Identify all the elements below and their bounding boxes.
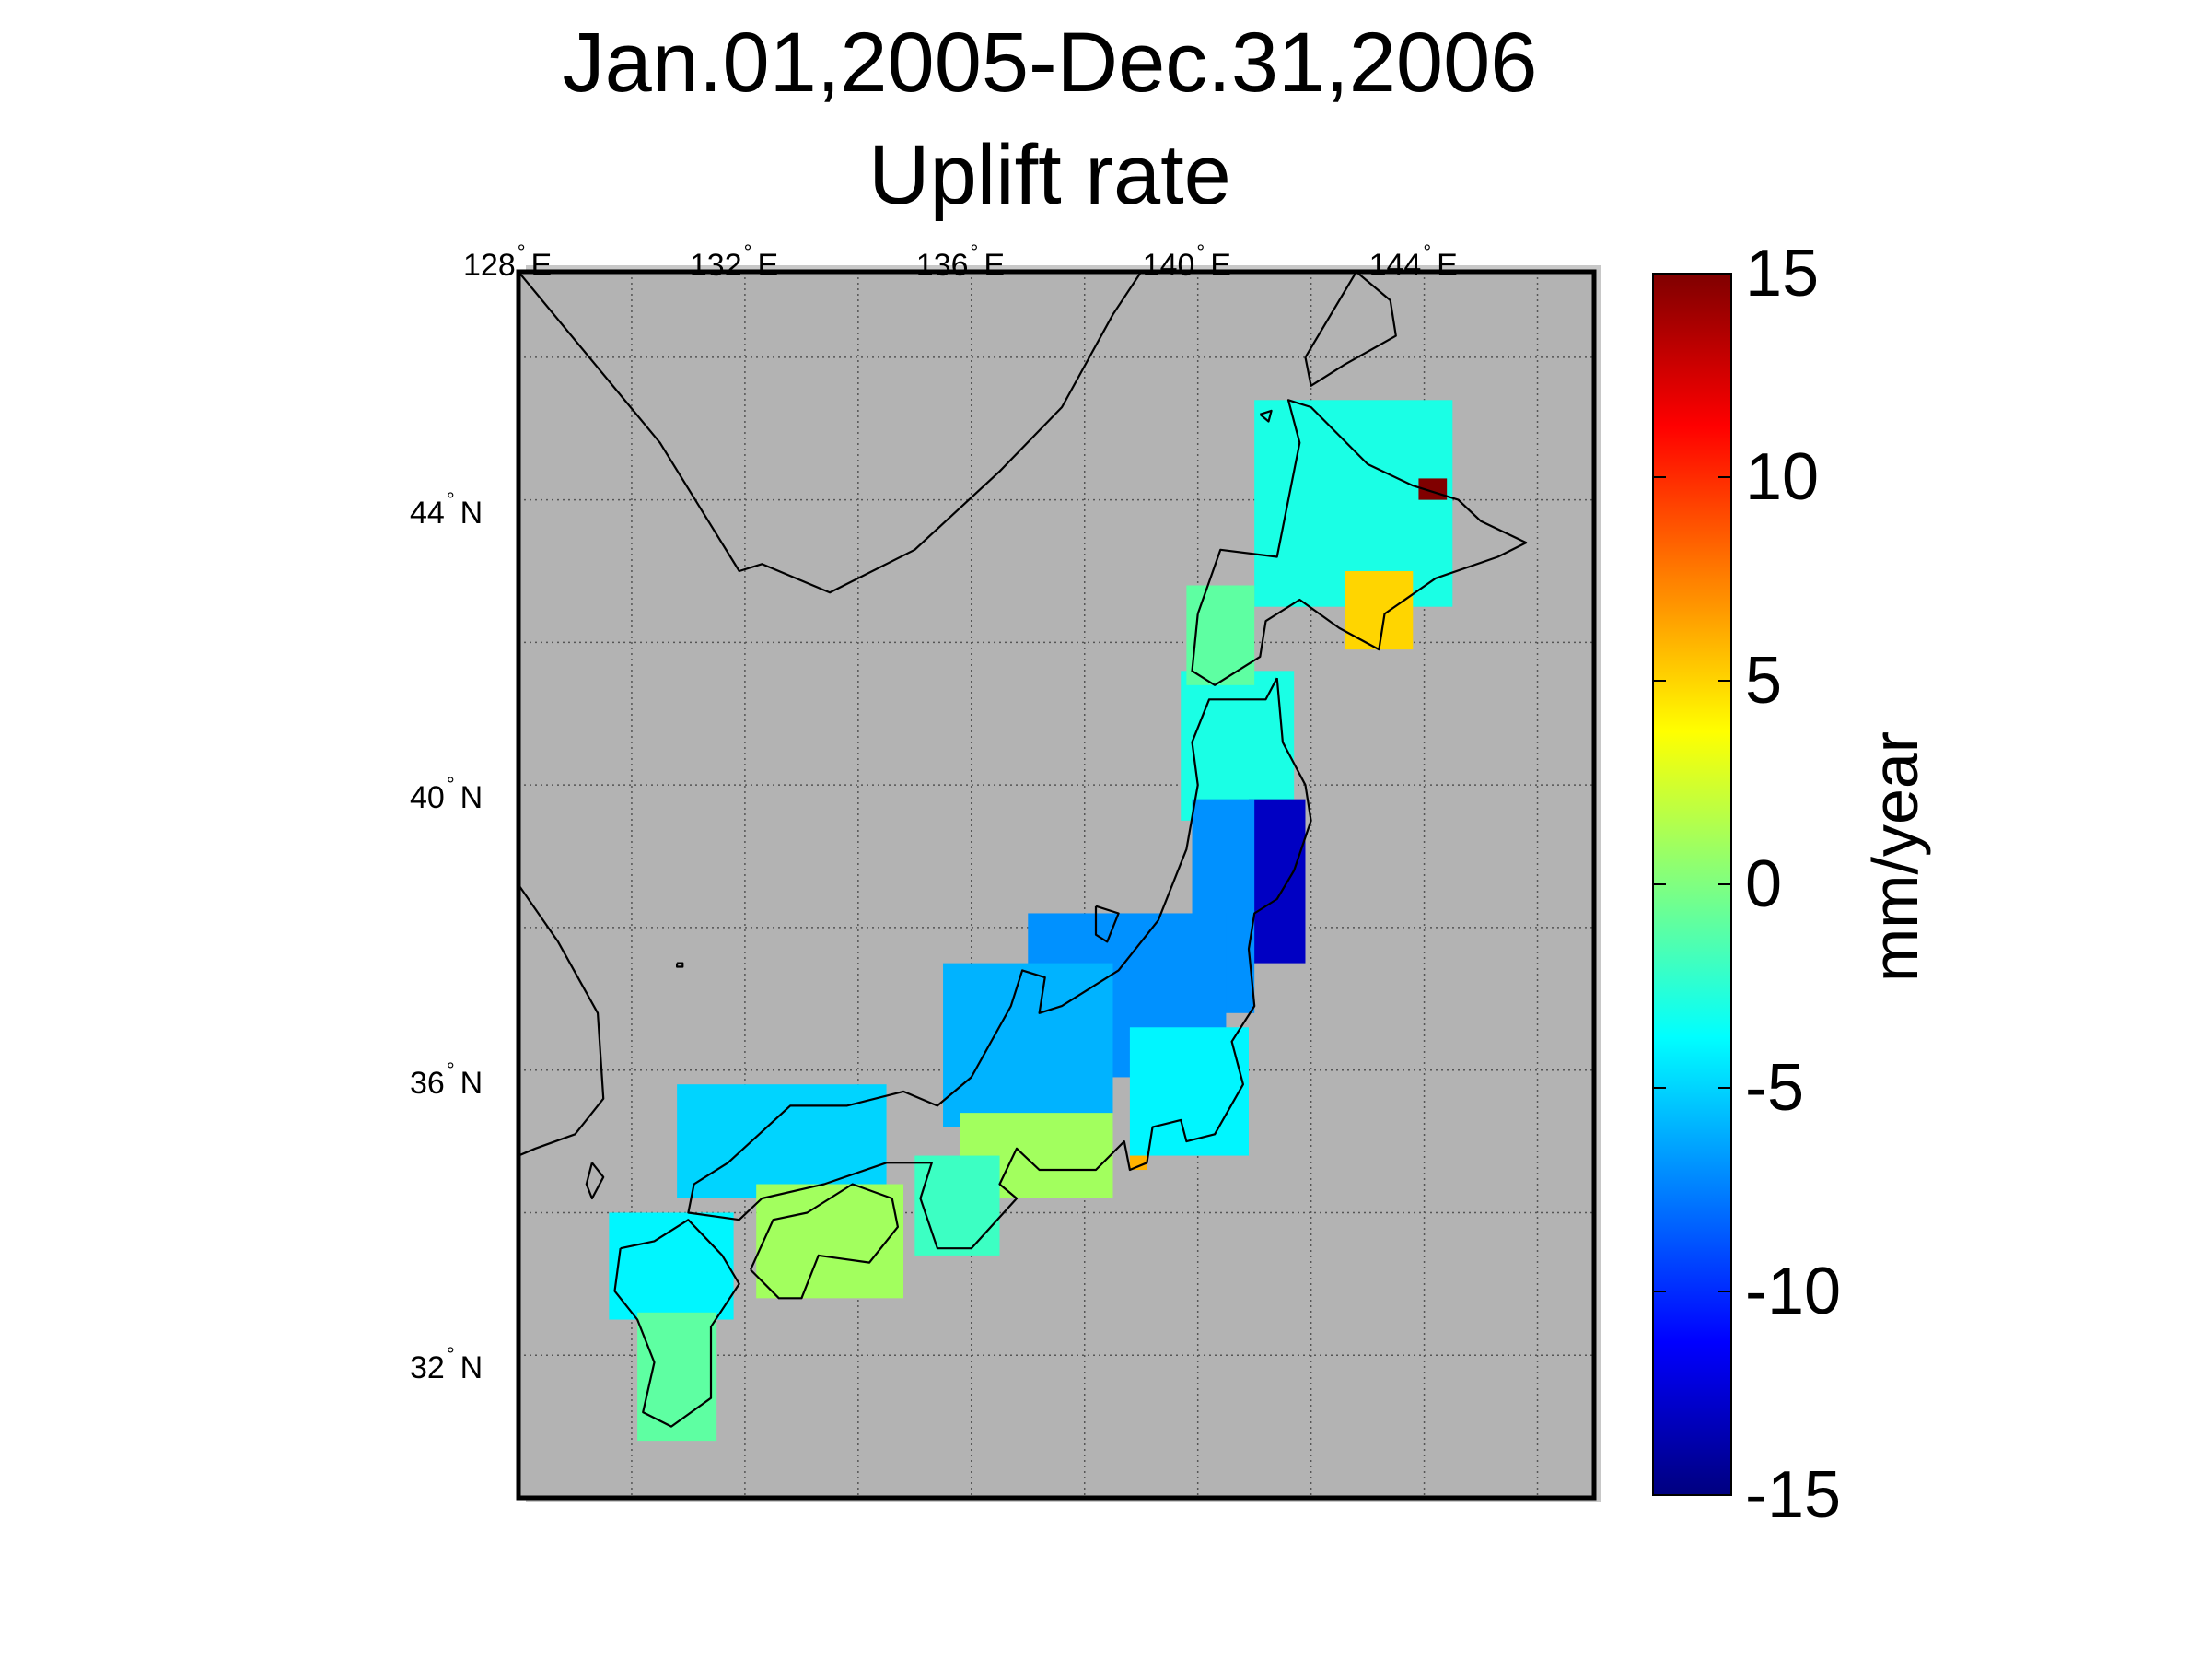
- chart-title-line-1: Jan.01,2005-Dec.31,2006: [562, 16, 1538, 110]
- colorbar-tick-label: -5: [1745, 1051, 1805, 1125]
- degree-sign: °: [743, 240, 752, 263]
- colorbar-tick-label: 10: [1745, 440, 1820, 514]
- coastline-hokkaido: [1191, 399, 1528, 686]
- lon-tick-label: 144° E: [1369, 235, 1458, 283]
- degree-sign: °: [1196, 240, 1205, 263]
- coastline-rebun-rishiri: [1259, 409, 1273, 423]
- colorbar-tick-label: -10: [1745, 1255, 1842, 1328]
- uplift-region: [1129, 1027, 1250, 1156]
- coastline-korea: [518, 883, 605, 1157]
- lon-tick-hemi: E: [530, 248, 553, 283]
- lon-tick-hemi: E: [1437, 248, 1458, 283]
- uplift-region: [677, 1084, 887, 1198]
- lon-tick-label: 136° E: [916, 235, 1005, 283]
- lon-tick-hemi: E: [757, 248, 779, 283]
- coastline-tsushima: [585, 1162, 605, 1200]
- coastline-honshu: [687, 677, 1312, 1250]
- lon-tick-value: 140: [1142, 248, 1195, 283]
- lon-tick-label: 140° E: [1143, 235, 1231, 283]
- uplift-region: [914, 1155, 1000, 1256]
- degree-sign: °: [517, 240, 526, 263]
- lon-tick-label: 128° E: [463, 235, 552, 283]
- lat-tick-hemi: N: [460, 1350, 483, 1386]
- uplift-region: [1249, 799, 1306, 964]
- colorbar-tick-label: 15: [1745, 237, 1820, 310]
- degree-sign: °: [1423, 240, 1432, 263]
- coastline-shikoku: [749, 1183, 900, 1300]
- colorbar-unit-label: mm/year: [1859, 730, 1931, 983]
- map-border: [516, 269, 1597, 1501]
- colorbar: [1652, 273, 1732, 1496]
- uplift-region: [756, 1184, 904, 1299]
- lon-tick-value: 132: [689, 248, 742, 283]
- degree-sign: °: [446, 1057, 455, 1081]
- colorbar-tick-label: -15: [1745, 1458, 1842, 1532]
- lat-tick-hemi: N: [460, 780, 483, 816]
- lon-tick-value: 136: [915, 248, 969, 283]
- lat-tick-hemi: N: [460, 1065, 483, 1101]
- lat-tick-value: 40: [410, 780, 445, 816]
- lon-tick-label: 132° E: [690, 235, 778, 283]
- degree-sign: °: [446, 487, 455, 511]
- coastline-ulleung: [675, 962, 684, 968]
- lat-tick-label: 40° N: [410, 767, 483, 815]
- lat-tick-label: 36° N: [410, 1053, 483, 1101]
- chart-title-line-2: Uplift rate: [868, 128, 1231, 222]
- lat-tick-label: 32° N: [410, 1338, 483, 1385]
- coastline-sakhalin-south: [1304, 272, 1397, 387]
- colorbar-tick-label: 0: [1745, 847, 1783, 921]
- degree-sign: °: [970, 240, 979, 263]
- lon-tick-hemi: E: [1210, 248, 1231, 283]
- degree-sign: °: [446, 773, 455, 797]
- coastline-kyushu: [613, 1219, 740, 1428]
- lon-tick-value: 144: [1368, 248, 1422, 283]
- uplift-region: [1129, 1155, 1147, 1171]
- lon-tick-value: 128: [463, 248, 516, 283]
- lat-tick-value: 44: [410, 495, 445, 531]
- lat-tick-hemi: N: [460, 495, 483, 531]
- uplift-region: [609, 1212, 734, 1320]
- lon-tick-hemi: E: [984, 248, 1006, 283]
- lat-tick-value: 36: [410, 1065, 445, 1101]
- uplift-region: [943, 963, 1113, 1127]
- degree-sign: °: [446, 1343, 455, 1367]
- coastline-asia-mainland: [518, 272, 1143, 594]
- colorbar-tick-label: 5: [1745, 644, 1783, 718]
- uplift-region: [1181, 671, 1295, 821]
- lat-tick-value: 32: [410, 1350, 445, 1386]
- lat-tick-label: 44° N: [410, 483, 483, 531]
- coastlines: [518, 272, 1528, 1428]
- colorbar-ticks: [1653, 273, 1731, 1496]
- coastline-sado: [1094, 905, 1120, 943]
